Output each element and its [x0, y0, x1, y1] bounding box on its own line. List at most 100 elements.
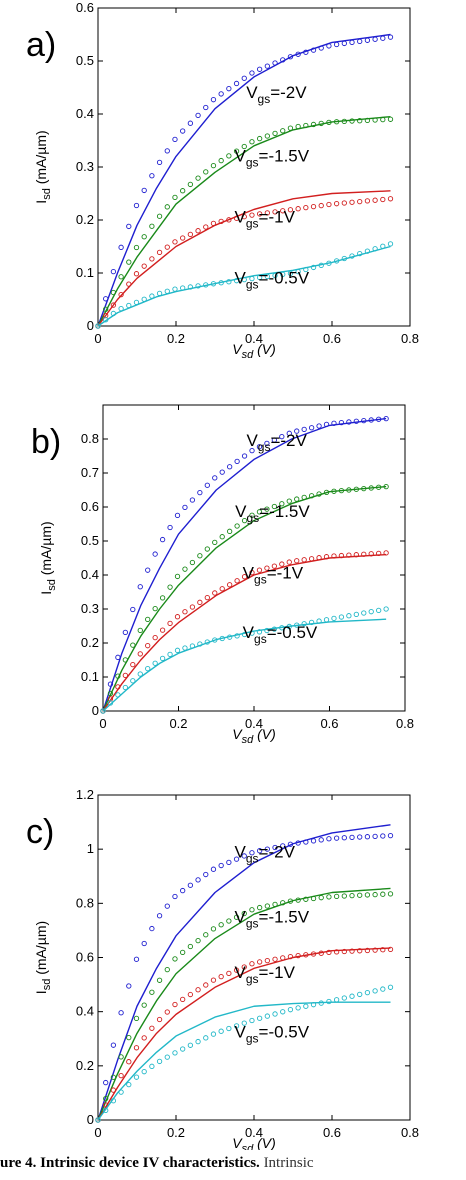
- series-marker-vgs_-1.5V: [303, 896, 309, 902]
- y-axis-label-sub: sd: [41, 188, 53, 200]
- x-axis-label-unit: (V): [253, 341, 276, 357]
- x-tick-label: 0.6: [323, 331, 341, 346]
- series-label-sub: gs: [246, 278, 259, 292]
- series-marker-vgs_-0.5V: [122, 684, 129, 691]
- y-tick-label: 0.3: [76, 159, 94, 174]
- series-marker-vgs_-1.5V: [264, 903, 270, 909]
- series-label-vgs_-0.5V: Vgs=-0.5V: [235, 269, 310, 292]
- series-marker-vgs_-2V: [380, 35, 386, 41]
- series-marker-vgs_-1V: [308, 556, 315, 562]
- series-marker-vgs_-1V: [133, 1045, 140, 1051]
- series-marker-vgs_-0.5V: [310, 1002, 317, 1008]
- series-marker-vgs_-1.5V: [189, 559, 196, 566]
- series-marker-vgs_-1V: [380, 947, 386, 953]
- series-marker-vgs_-1.5V: [318, 120, 324, 127]
- y-tick-label: 0.6: [81, 499, 99, 514]
- y-tick-label: 1: [87, 841, 94, 856]
- series-marker-vgs_-1V: [145, 643, 151, 649]
- series-marker-vgs_-1V: [167, 620, 173, 627]
- series-marker-vgs_-1V: [346, 552, 352, 558]
- series-marker-vgs_-1V: [316, 555, 322, 561]
- series-marker-vgs_-2V: [318, 837, 324, 843]
- series-marker-vgs_-1.5V: [318, 895, 324, 901]
- series-marker-vgs_-1V: [372, 197, 378, 203]
- series-marker-vgs_-1V: [172, 1001, 178, 1008]
- series-marker-vgs_-1.5V: [249, 907, 255, 913]
- series-label-tail: =-1V: [267, 563, 304, 582]
- series-marker-vgs_-1.5V: [256, 135, 263, 142]
- series-marker-vgs_-1.5V: [122, 657, 129, 663]
- series-marker-vgs_-0.5V: [219, 635, 225, 642]
- series-marker-vgs_-2V: [167, 524, 173, 531]
- series-marker-vgs_-1.5V: [372, 891, 378, 898]
- series-marker-vgs_-2V: [333, 41, 340, 48]
- series-marker-vgs_-2V: [118, 1010, 124, 1016]
- series-marker-vgs_-1V: [295, 952, 301, 959]
- series-marker-vgs_-1V: [133, 271, 140, 277]
- series-marker-vgs_-0.5V: [156, 1058, 163, 1065]
- series-marker-vgs_-0.5V: [100, 708, 106, 714]
- series-marker-vgs_-2V: [264, 846, 270, 852]
- series-marker-vgs_-2V: [387, 34, 394, 40]
- series-marker-vgs_-0.5V: [164, 288, 170, 294]
- series-marker-vgs_-2V: [286, 430, 292, 436]
- series-marker-vgs_-1.5V: [341, 893, 347, 899]
- series-marker-vgs_-1V: [180, 235, 186, 241]
- series-marker-vgs_-0.5V: [301, 621, 307, 627]
- series-marker-vgs_-1.5V: [264, 506, 270, 512]
- series-marker-vgs_-1V: [256, 567, 263, 573]
- x-tick-label: 0.4: [245, 716, 263, 731]
- series-marker-vgs_-2V: [241, 453, 248, 459]
- series-marker-vgs_-0.5V: [341, 995, 347, 1001]
- series-marker-vgs_-1.5V: [110, 1074, 117, 1080]
- series-marker-vgs_-0.5V: [264, 627, 270, 634]
- series-marker-vgs_-1V: [233, 215, 240, 221]
- series-marker-vgs_-0.5V: [303, 266, 309, 273]
- series-marker-vgs_-1V: [152, 634, 158, 641]
- series-marker-vgs_-2V: [361, 417, 367, 424]
- series-marker-vgs_-0.5V: [318, 262, 324, 268]
- series-marker-vgs_-2V: [115, 654, 121, 660]
- series-marker-vgs_-1V: [137, 651, 143, 657]
- series-marker-vgs_-2V: [256, 66, 263, 72]
- series-marker-vgs_-0.5V: [126, 1081, 132, 1088]
- series-marker-vgs_-1V: [249, 570, 255, 576]
- series-marker-vgs_-1.5V: [280, 128, 286, 134]
- series-marker-vgs_-0.5V: [189, 643, 196, 649]
- series-marker-vgs_-1V: [141, 263, 147, 269]
- series-marker-vgs_-1.5V: [227, 528, 233, 534]
- chart-panel-1: b) 0 0.1 0.2 0.3 0.4 0.5 0.6 0.7 0.8 0 0.2 0.4 0.6 0.8…: [31, 404, 414, 746]
- series-marker-vgs_-1V: [203, 982, 209, 988]
- series-marker-vgs_-1V: [357, 198, 363, 205]
- series-marker-vgs_-0.5V: [308, 619, 315, 626]
- x-axis-label: Vsd (V): [232, 726, 276, 746]
- series-marker-vgs_-2V: [195, 112, 201, 119]
- series-marker-vgs_-0.5V: [333, 258, 340, 264]
- series-marker-vgs_-2V: [372, 833, 378, 839]
- series-marker-vgs_-2V: [141, 940, 147, 947]
- series-marker-vgs_-0.5V: [133, 1074, 140, 1080]
- series-marker-vgs_-1.5V: [180, 949, 186, 956]
- series-marker-vgs_-1.5V: [130, 642, 136, 648]
- series-marker-vgs_-1.5V: [126, 259, 132, 265]
- series-marker-vgs_-0.5V: [387, 984, 394, 990]
- series-line-vgs_-1V: [97, 947, 391, 1121]
- series-marker-vgs_-0.5V: [107, 700, 114, 706]
- series-marker-vgs_-1.5V: [187, 943, 194, 950]
- series-marker-vgs_-1.5V: [326, 894, 332, 900]
- series-marker-vgs_-0.5V: [172, 286, 178, 292]
- series-marker-vgs_-2V: [118, 244, 124, 250]
- series-marker-vgs_-1V: [187, 231, 194, 238]
- x-tick-label: 0.4: [245, 331, 263, 346]
- series-marker-vgs_-2V: [326, 836, 332, 842]
- series-marker-vgs_-1V: [241, 214, 247, 220]
- series-marker-vgs_-2V: [122, 629, 129, 636]
- series-marker-vgs_-2V: [204, 482, 210, 488]
- series-marker-vgs_-2V: [346, 419, 352, 425]
- series-marker-vgs_-1.5V: [376, 484, 382, 490]
- series-marker-vgs_-2V: [219, 469, 225, 475]
- series-marker-vgs_-0.5V: [118, 305, 124, 312]
- series-marker-vgs_-2V: [326, 43, 332, 49]
- series-label-vgs_-1.5V: Vgs=-1.5V: [235, 907, 310, 930]
- series-marker-vgs_-0.5V: [195, 1038, 201, 1045]
